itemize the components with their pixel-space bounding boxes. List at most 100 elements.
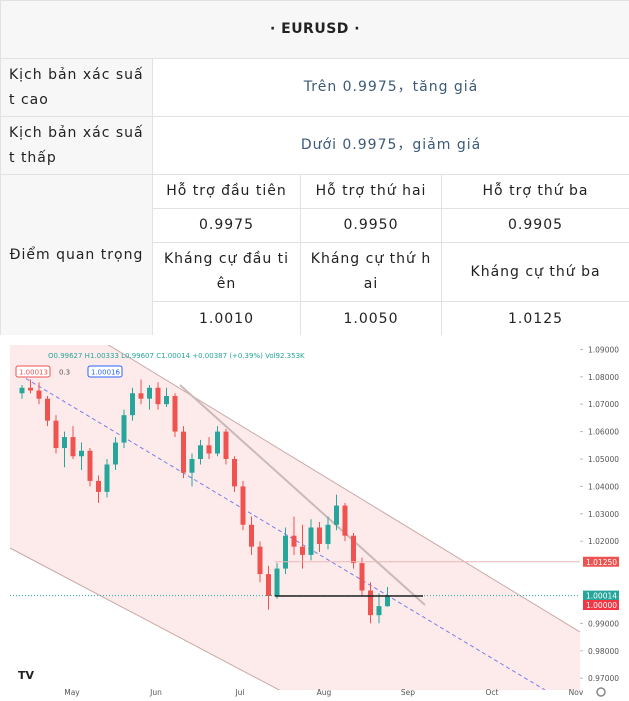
table-title: · EURUSD · <box>0 0 629 59</box>
candle-body <box>138 393 144 399</box>
candle-body <box>232 459 237 487</box>
x-tick-label: Aug <box>317 688 332 697</box>
candle-body <box>79 450 84 457</box>
candle-body <box>36 390 42 399</box>
candle-body <box>308 527 314 555</box>
level-header: Hỗ trợ thứ hai <box>300 174 442 209</box>
candle-body <box>155 387 161 405</box>
price-tag <box>583 590 619 601</box>
badge-label: 0.3 <box>59 369 70 377</box>
candle-body <box>181 431 186 473</box>
candle-body <box>215 431 220 454</box>
badge <box>15 365 51 378</box>
y-tick-label: 0.98000 <box>588 647 619 656</box>
y-tick-label: 1.09000 <box>588 345 619 354</box>
x-tick-label: Oct <box>486 688 499 697</box>
price-chart: TV 1.09000 1.08000 1.07000 1.06000 1.05000 1.… <box>0 335 629 701</box>
svg-text:TV: TV <box>18 669 35 682</box>
candle-body <box>45 398 50 421</box>
candle-body <box>206 445 212 454</box>
level-value: 0.9905 <box>440 208 629 243</box>
y-tick-label: 0.97000 <box>588 674 619 683</box>
tv-logo: TV <box>18 669 35 682</box>
x-tick-label: Jul <box>234 688 244 697</box>
settings-icon[interactable] <box>596 687 606 697</box>
candle-body <box>368 590 373 616</box>
candle-body <box>164 395 169 405</box>
candle-body <box>351 535 356 564</box>
candle-body <box>62 437 67 449</box>
candle-body <box>198 445 203 459</box>
y-tick-label: 1.06000 <box>588 428 619 437</box>
level-header: Kháng cự thứ hai <box>300 242 442 302</box>
y-tick-label: 1.02000 <box>588 537 619 546</box>
ohlc-header: O0.99627 H1.00333 L0.99607 C1.00014 +0.0… <box>48 352 305 360</box>
level-header: Hỗ trợ đầu tiên <box>152 174 301 209</box>
candle-body <box>19 387 25 394</box>
key-levels-label: Điểm quan trọng <box>0 174 153 337</box>
candle-body <box>283 535 288 569</box>
scenario-label: Kịch bản xác suất cao <box>0 58 153 117</box>
y-tick-label: 1.07000 <box>588 400 619 409</box>
candle-body <box>334 505 339 525</box>
candle-body <box>28 387 33 391</box>
level-header: Kháng cự thứ ba <box>440 242 629 302</box>
level-value: 1.0010 <box>152 301 301 337</box>
y-tick-label: 0.99000 <box>588 619 619 628</box>
candle-body <box>53 420 59 449</box>
scenario-text: Trên 0.9975，tăng giá <box>151 58 629 117</box>
candle-body <box>359 563 365 591</box>
y-tick-label: 1.03000 <box>588 510 619 519</box>
trend-line <box>179 384 426 606</box>
x-tick-label: Sep <box>401 688 415 697</box>
candle-body <box>96 480 101 492</box>
candle-body <box>104 464 110 492</box>
candle-body <box>266 574 271 596</box>
channel-fill <box>10 345 580 690</box>
candle-body <box>300 546 305 555</box>
candle-body <box>87 450 93 481</box>
candle-body <box>172 395 178 432</box>
level-header: Kháng cự đầu tiên <box>152 242 301 302</box>
badge <box>87 365 123 378</box>
channel-lower <box>10 547 281 690</box>
candle-body <box>223 431 229 459</box>
candle-body <box>113 442 118 465</box>
price-tag-label: 1.00014 <box>586 592 617 601</box>
level-value: 0.9950 <box>300 208 442 243</box>
candle-body <box>121 415 127 443</box>
candle-body <box>342 505 348 536</box>
badge-label: 1.00016 <box>91 369 120 377</box>
level-value: 1.0125 <box>440 301 629 337</box>
channel-upper <box>107 345 580 633</box>
price-tag <box>583 556 619 567</box>
candle-body <box>189 459 195 473</box>
candle-body <box>240 486 246 525</box>
price-tag-label: 1.01250 <box>586 558 617 567</box>
price-tag-label: 1.00000 <box>586 601 617 610</box>
candles <box>19 379 390 624</box>
price-tag <box>583 600 619 610</box>
y-tick-label: 1.05000 <box>588 455 619 464</box>
candle-body <box>274 568 280 596</box>
y-tick-label: 1.08000 <box>588 373 619 382</box>
scenario-text: Dưới 0.9975，giảm giá <box>151 116 629 175</box>
level-value: 1.0050 <box>300 301 442 337</box>
candle-body <box>317 527 322 544</box>
x-tick-label: Nov <box>569 688 584 697</box>
level-value: 0.9975 <box>152 208 301 243</box>
x-tick-label: Jun <box>149 688 162 697</box>
y-tick-label: 1.04000 <box>588 482 619 491</box>
candle-body <box>291 535 297 547</box>
x-tick-label: May <box>64 688 80 697</box>
candle-body <box>147 387 152 399</box>
level-header: Hỗ trợ thứ ba <box>440 174 629 209</box>
candle-body <box>385 595 390 607</box>
candle-body <box>325 524 331 544</box>
scenario-label: Kịch bản xác suất thấp <box>0 116 153 175</box>
channel <box>10 345 580 690</box>
candle-body <box>130 393 135 416</box>
candle-body <box>70 437 76 457</box>
candle-body <box>257 546 263 575</box>
